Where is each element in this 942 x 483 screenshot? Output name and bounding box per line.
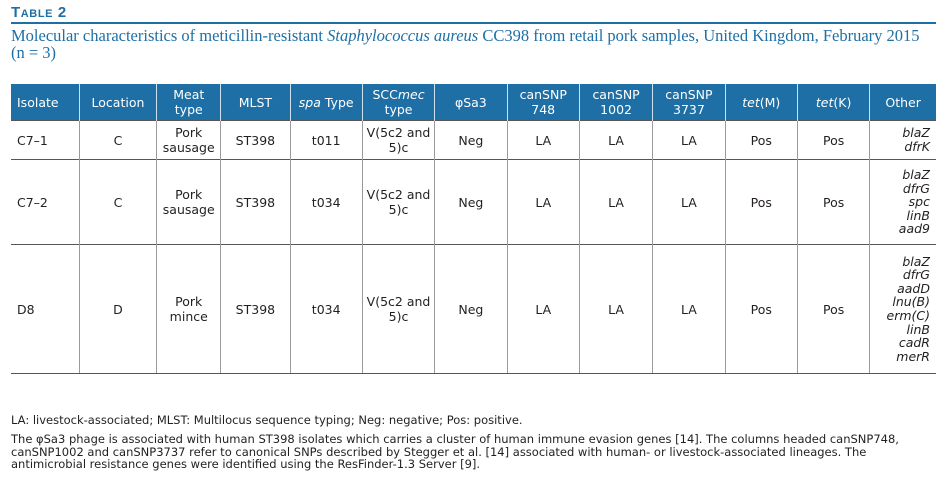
table-row: C7–2 C Pork sausage ST398 t034 V(5c2 and 5)c N… — [11, 159, 936, 245]
header-tetk-italic: tet — [815, 94, 834, 110]
gene-item: lnu(B) — [892, 294, 930, 310]
caption-species: Staphylococcus aureus — [327, 26, 479, 45]
header-spa-type: spa Type — [289, 84, 363, 121]
cell-tetm: Pos — [724, 244, 798, 374]
header-row: Isolate Location Meat type MLST spa Type… — [11, 84, 936, 121]
cell-cansnp3737: LA — [652, 244, 726, 374]
footnote-note: The φSa3 phage is associated with human … — [11, 432, 899, 471]
table-body: C7–1 C Pork sausage ST398 t011 V(5c2 and 5)c N… — [11, 120, 936, 374]
header-tetk-rest: (K) — [833, 94, 852, 110]
cell-mlst: ST398 — [220, 120, 291, 160]
gene-item: dfrK — [904, 139, 930, 154]
header-spa-italic: spa — [298, 94, 321, 110]
cell-other-genes: blaZ dfrG spc linB aad9 — [869, 159, 936, 245]
gene-item: cadR — [898, 335, 930, 351]
table-label: Table 2 — [11, 4, 67, 21]
cell-spa-type: t034 — [289, 244, 363, 374]
gene-item: dfrG — [902, 267, 930, 283]
caption-text-start: Molecular characteristics of meticillin-… — [11, 26, 328, 45]
cell-tetk: Pos — [796, 159, 870, 245]
cell-cansnp748: LA — [506, 244, 580, 374]
title-divider — [11, 22, 936, 24]
cell-spa-type: t034 — [289, 159, 363, 245]
header-cansnp748: canSNP 748 — [506, 84, 580, 121]
cell-phisa3: Neg — [434, 120, 508, 160]
cell-cansnp1002: LA — [578, 120, 653, 160]
cell-location: C — [78, 159, 157, 245]
table-caption: Molecular characteristics of meticillin-… — [11, 27, 936, 61]
header-tetm: tet(M) — [724, 84, 798, 121]
header-scc-italic: mec — [397, 87, 425, 102]
header-cansnp1002: canSNP 1002 — [578, 84, 653, 121]
cell-isolate: C7–2 — [11, 159, 80, 245]
gene-item: aadD — [897, 280, 930, 296]
header-other: Other — [869, 84, 936, 121]
cell-tetm: Pos — [724, 159, 798, 245]
cell-sccmec-type: V(5c2 and 5)c — [361, 244, 435, 374]
header-tetm-italic: tet — [742, 94, 760, 110]
cell-tetk: Pos — [796, 244, 870, 374]
cell-location: D — [78, 244, 157, 374]
header-tetk: tet(K) — [796, 84, 870, 121]
gene-item: aad9 — [898, 221, 930, 237]
cell-cansnp3737: LA — [652, 159, 726, 245]
gene-item: linB — [906, 321, 930, 337]
cell-location: C — [78, 120, 157, 160]
header-location: Location — [78, 84, 157, 121]
gene-item: blaZ — [902, 125, 930, 141]
cell-cansnp1002: LA — [578, 244, 653, 374]
cell-phisa3: Neg — [434, 244, 508, 374]
cell-tetk: Pos — [796, 120, 870, 160]
cell-cansnp3737: LA — [652, 120, 726, 160]
cell-phisa3: Neg — [434, 159, 508, 245]
header-tetm-rest: (M) — [759, 94, 781, 110]
cell-meat-type: Pork sausage — [156, 159, 221, 245]
header-scc-pre: SCC — [372, 87, 398, 102]
table-row: C7–1 C Pork sausage ST398 t011 V(5c2 and 5)c N… — [11, 120, 936, 160]
cell-isolate: D8 — [11, 244, 80, 374]
header-sccmec-type: SCCmec type — [361, 84, 435, 121]
header-phisa3: φSa3 — [434, 84, 508, 121]
caption-text-end: CC398 from retail pork samples, United K… — [11, 26, 920, 62]
table-row: D8 D Pork mince ST398 t034 V(5c2 and 5)c Neg LA… — [11, 244, 936, 374]
gene-item: erm(C) — [886, 308, 931, 323]
cell-tetm: Pos — [724, 120, 798, 160]
header-scc-post: type — [384, 102, 413, 117]
header-meat-type: Meat type — [156, 84, 221, 121]
cell-cansnp1002: LA — [578, 159, 653, 245]
cell-sccmec-type: V(5c2 and 5)c — [361, 120, 435, 160]
gene-item: blaZ — [902, 253, 930, 269]
cell-cansnp748: LA — [506, 120, 580, 160]
footnote-abbreviations: LA: livestock-associated; MLST: Multiloc… — [11, 413, 523, 427]
gene-item: linB — [906, 207, 930, 223]
gene-item: merR — [896, 348, 930, 364]
cell-meat-type: Pork sausage — [156, 120, 221, 160]
header-spa-rest: Type — [320, 94, 354, 110]
gene-item: blaZ — [902, 167, 930, 183]
cell-mlst: ST398 — [220, 244, 291, 374]
cell-mlst: ST398 — [220, 159, 291, 245]
gene-item: dfrG — [902, 180, 930, 196]
cell-sccmec-type: V(5c2 and 5)c — [361, 159, 435, 245]
cell-spa-type: t011 — [289, 120, 363, 160]
gene-item: spc — [908, 194, 930, 210]
header-isolate: Isolate — [11, 84, 80, 121]
cell-isolate: C7–1 — [11, 120, 80, 160]
header-cansnp3737: canSNP 3737 — [652, 84, 726, 121]
cell-cansnp748: LA — [506, 159, 580, 245]
cell-other-genes: blaZ dfrG aadD lnu(B) erm(C) linB cadR merR — [869, 244, 936, 374]
cell-other-genes: blaZ dfrK — [869, 120, 936, 160]
molecular-characteristics-table: Isolate Location Meat type MLST spa Type… — [11, 84, 936, 374]
header-mlst: MLST — [220, 84, 291, 121]
cell-meat-type: Pork mince — [156, 244, 221, 374]
